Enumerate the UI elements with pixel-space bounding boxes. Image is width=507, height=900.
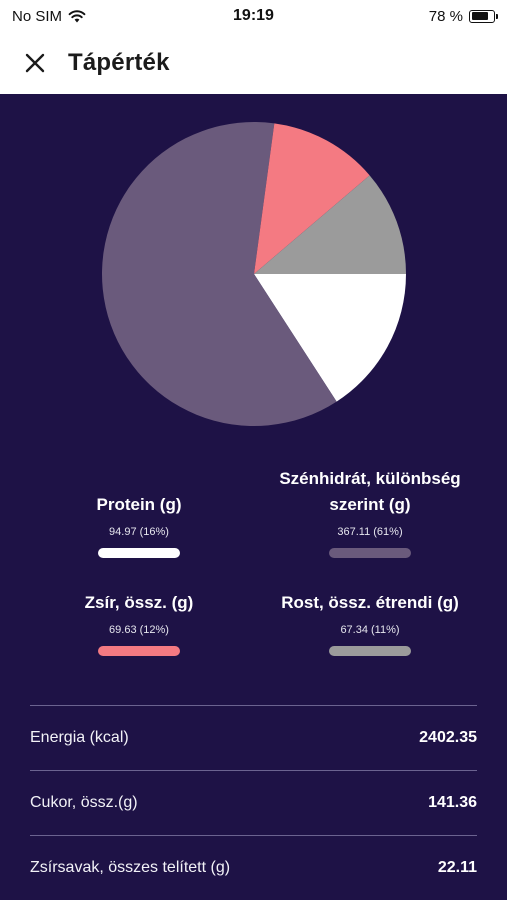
battery-fill bbox=[471, 12, 488, 20]
close-button[interactable] bbox=[22, 50, 48, 76]
legend-title: Zsír, össz. (g) bbox=[84, 593, 194, 612]
pie-slice-0 bbox=[254, 274, 406, 402]
battery-icon bbox=[469, 9, 498, 23]
pie-chart-container bbox=[0, 94, 507, 454]
legend-color-bar bbox=[98, 548, 180, 558]
stat-row-sugar: Cukor, össz.(g) 141.36 bbox=[30, 770, 477, 835]
stat-row-saturated-fat: Zsírsavak, összes telített (g) 22.11 bbox=[30, 835, 477, 900]
stat-label: Zsírsavak, összes telített (g) bbox=[30, 859, 231, 876]
legend-title: Szénhidrát, különbség szerint (g) bbox=[279, 469, 461, 514]
wifi-icon bbox=[68, 10, 86, 23]
carrier-label: No SIM bbox=[12, 7, 63, 25]
stat-value: 2402.35 bbox=[419, 729, 477, 746]
legend-color-bar bbox=[329, 548, 411, 558]
stat-label: Energia (kcal) bbox=[30, 729, 129, 746]
nutrient-stats-list: Energia (kcal) 2402.35 Cukor, össz.(g) 1… bbox=[30, 705, 477, 900]
stat-label: Cukor, össz.(g) bbox=[30, 794, 138, 811]
close-icon bbox=[25, 53, 45, 73]
legend-color-bar bbox=[98, 646, 180, 656]
nutrition-content: Protein (g) 94.97 (16%) Szénhidrát, külö… bbox=[0, 94, 507, 900]
status-bar: No SIM 19:19 78 % bbox=[0, 0, 507, 32]
pie-chart bbox=[102, 121, 406, 426]
legend-title: Rost, össz. étrendi (g) bbox=[281, 593, 459, 612]
legend-value: 69.63 (12%) bbox=[109, 624, 169, 636]
legend-item-fat: Zsír, össz. (g) 69.63 (12%) bbox=[19, 590, 259, 656]
status-left: No SIM bbox=[12, 8, 182, 25]
page-title: Tápérték bbox=[68, 49, 170, 76]
legend-item-carbohydrate: Szénhidrát, különbség szerint (g) 367.11… bbox=[250, 466, 490, 558]
pie-slice-1 bbox=[102, 121, 337, 426]
legend-color-bar bbox=[329, 646, 411, 656]
pie-slice-2 bbox=[254, 123, 370, 274]
clock: 19:19 bbox=[233, 7, 274, 24]
legend-value: 94.97 (16%) bbox=[109, 526, 169, 538]
legend-value: 67.34 (11%) bbox=[340, 624, 400, 636]
status-right: 78 % bbox=[325, 7, 498, 25]
legend-title: Protein (g) bbox=[96, 495, 182, 514]
battery-percent: 78 % bbox=[428, 7, 463, 25]
header: Tápérték bbox=[0, 32, 507, 94]
stat-value: 141.36 bbox=[428, 794, 477, 811]
stat-value: 22.11 bbox=[437, 859, 477, 876]
pie-slice-3 bbox=[254, 175, 406, 274]
stat-row-energy: Energia (kcal) 2402.35 bbox=[30, 705, 477, 770]
legend-item-fiber: Rost, össz. étrendi (g) 67.34 (11%) bbox=[250, 590, 490, 656]
legend-item-protein: Protein (g) 94.97 (16%) bbox=[19, 492, 259, 558]
legend-value: 367.11 (61%) bbox=[337, 526, 403, 538]
